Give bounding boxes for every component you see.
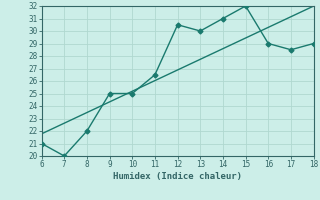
X-axis label: Humidex (Indice chaleur): Humidex (Indice chaleur) <box>113 172 242 181</box>
